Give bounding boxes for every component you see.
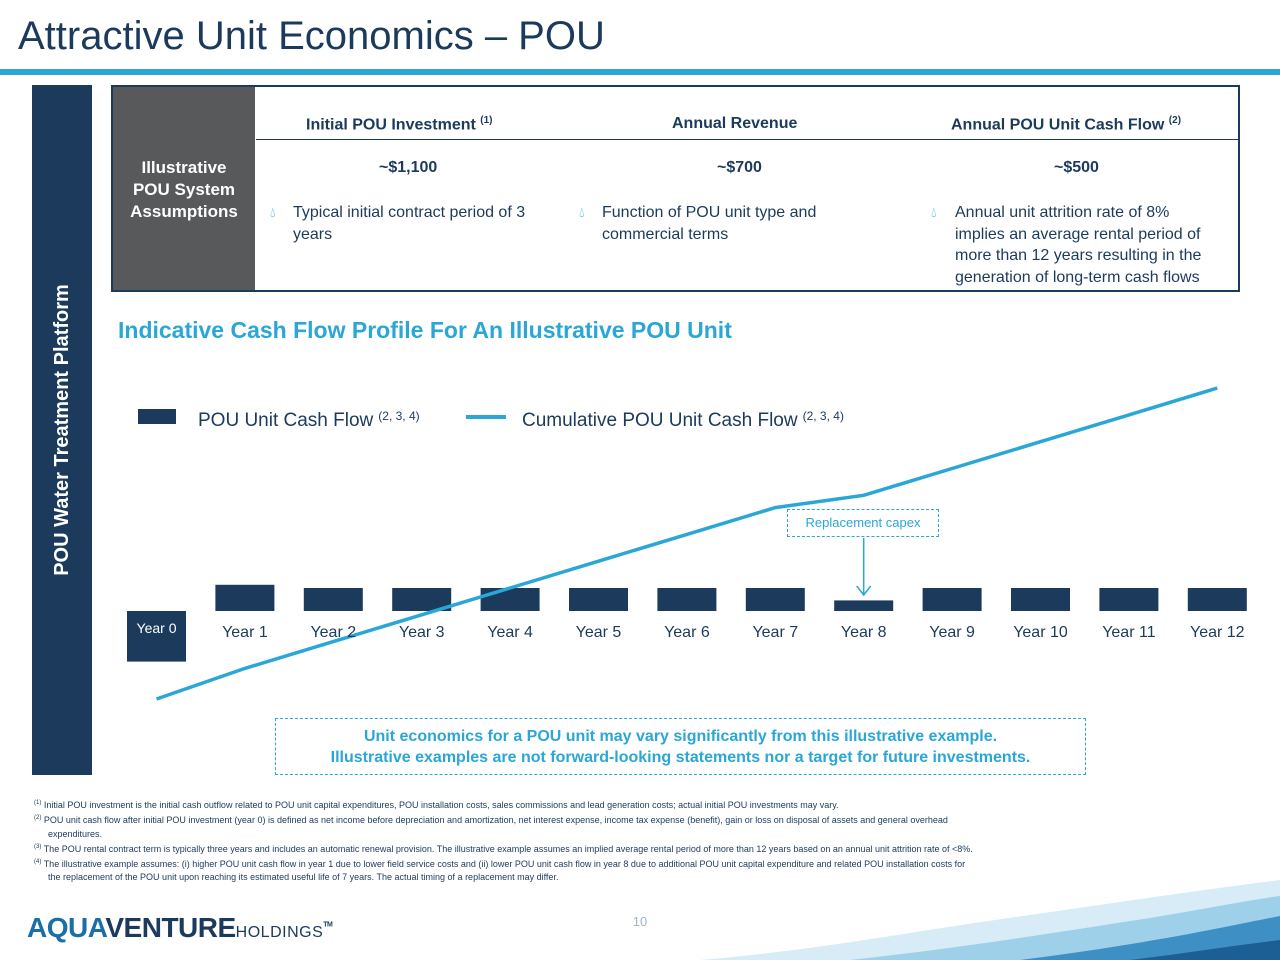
bar-year-12 <box>1187 588 1247 611</box>
x-tick-label: Year 12 <box>1190 624 1245 641</box>
x-tick-label: Year 1 <box>222 624 268 641</box>
bullet-initial-investment: Typical initial contract period of 3 year… <box>293 204 526 243</box>
x-tick-label: Year 5 <box>576 624 622 641</box>
header-divider <box>256 139 1240 140</box>
x-tick-label: Year 3 <box>399 624 445 641</box>
column-header-initial-investment: Initial POU Investment (1) <box>306 115 493 134</box>
assumptions-row-label-cell <box>113 87 255 290</box>
bar-year-7 <box>745 588 805 611</box>
column-header-annual-cash-flow: Annual POU Unit Cash Flow (2) <box>951 115 1182 134</box>
x-tick-label: Year 10 <box>1013 624 1068 641</box>
x-tick-label: Year 4 <box>487 624 533 641</box>
value-initial-investment: ~$1,100 <box>379 159 438 176</box>
chart-legend: POU Unit Cash Flow (2, 3, 4) Cumulative P… <box>138 409 844 431</box>
assumptions-row-label-line-1: Illustrative <box>141 158 227 177</box>
cumulative-cash-flow-line <box>155 386 1218 701</box>
legend-label-line: Cumulative POU Unit Cash Flow (2, 3, 4) <box>522 409 844 431</box>
side-band <box>32 85 92 775</box>
x-axis-labels: Year 0 Year 1 Year 2 Year 3 Year 4 Year 5 Year… <box>137 620 1245 641</box>
footnote-1: (1) Initial POU investment is the initia… <box>34 800 839 810</box>
footnote-2: (2) POU unit cash flow after initial POU… <box>34 815 948 826</box>
page-title: Attractive Unit Economics – POU <box>18 14 605 58</box>
bar-year-3 <box>392 588 452 611</box>
company-logo: AQUAVENTUREHOLDINGSTM <box>27 912 333 943</box>
bullet-annual-cash-flow: Annual unit attrition rate of 8% implies … <box>955 204 1202 286</box>
bar-year-11 <box>1099 588 1159 611</box>
bar-series <box>127 584 1247 662</box>
bar-year-10 <box>1011 588 1070 611</box>
legend-label-bar: POU Unit Cash Flow (2, 3, 4) <box>198 409 420 431</box>
callout-arrow-head <box>856 585 872 597</box>
replacement-capex-callout: Replacement capex <box>787 509 939 537</box>
bar-year-4 <box>480 588 540 611</box>
footnote-4: (4) The illustrative example assumes: (i… <box>34 859 966 870</box>
column-header-annual-revenue: Annual Revenue <box>672 115 798 132</box>
disclaimer-line-2: Illustrative examples are not forward-lo… <box>330 749 1031 766</box>
x-tick-label: Year 2 <box>310 624 356 641</box>
title-divider <box>0 69 1280 75</box>
assumptions-row-label-line-3: Assumptions <box>130 202 238 221</box>
x-tick-label: Year 0 <box>137 620 177 636</box>
bar-year-5 <box>569 588 628 611</box>
water-drop-icon: 💧︎ <box>579 204 585 220</box>
value-annual-revenue: ~$700 <box>717 159 762 176</box>
bar-year-1 <box>215 584 275 611</box>
value-annual-cash-flow: ~$500 <box>1054 159 1099 176</box>
disclaimer-line-1: Unit economics for a POU unit may vary s… <box>363 728 998 745</box>
bar-year-8 <box>834 600 894 611</box>
line-series <box>155 386 1218 701</box>
x-tick-label: Year 8 <box>841 624 887 641</box>
water-splash-graphic <box>700 880 1280 960</box>
x-tick-label: Year 9 <box>929 624 975 641</box>
bar-year-0 <box>127 611 186 662</box>
bullet-annual-revenue: Function of POU unit type and commercial … <box>602 204 817 243</box>
x-tick-label: Year 6 <box>664 624 710 641</box>
footnote-2-continued: expenditures. <box>48 828 103 839</box>
bar-year-6 <box>657 588 717 611</box>
disclaimer-box: Unit economics for a POU unit may vary s… <box>275 718 1086 775</box>
chart-heading: Indicative Cash Flow Profile For An Illu… <box>118 317 732 343</box>
footnote-4-continued: the replacement of the POU unit upon rea… <box>48 872 559 883</box>
bar-year-2 <box>303 588 363 611</box>
assumptions-table <box>111 85 1240 292</box>
footnotes: (1) Initial POU investment is the initia… <box>34 797 1254 885</box>
x-tick-label: Year 11 <box>1102 624 1155 641</box>
legend-swatch-bar <box>138 409 176 424</box>
callout-arrow <box>856 538 872 597</box>
water-drop-icon: 💧︎ <box>270 204 276 220</box>
bar-year-9 <box>922 588 982 611</box>
x-tick-label: Year 7 <box>752 624 798 641</box>
page-number: 10 <box>632 914 648 929</box>
water-drop-icon: 💧︎ <box>931 204 937 220</box>
assumptions-row-label-line-2: POU System <box>132 180 236 199</box>
footnote-3: (3) The POU rental contract term is typi… <box>34 843 973 854</box>
